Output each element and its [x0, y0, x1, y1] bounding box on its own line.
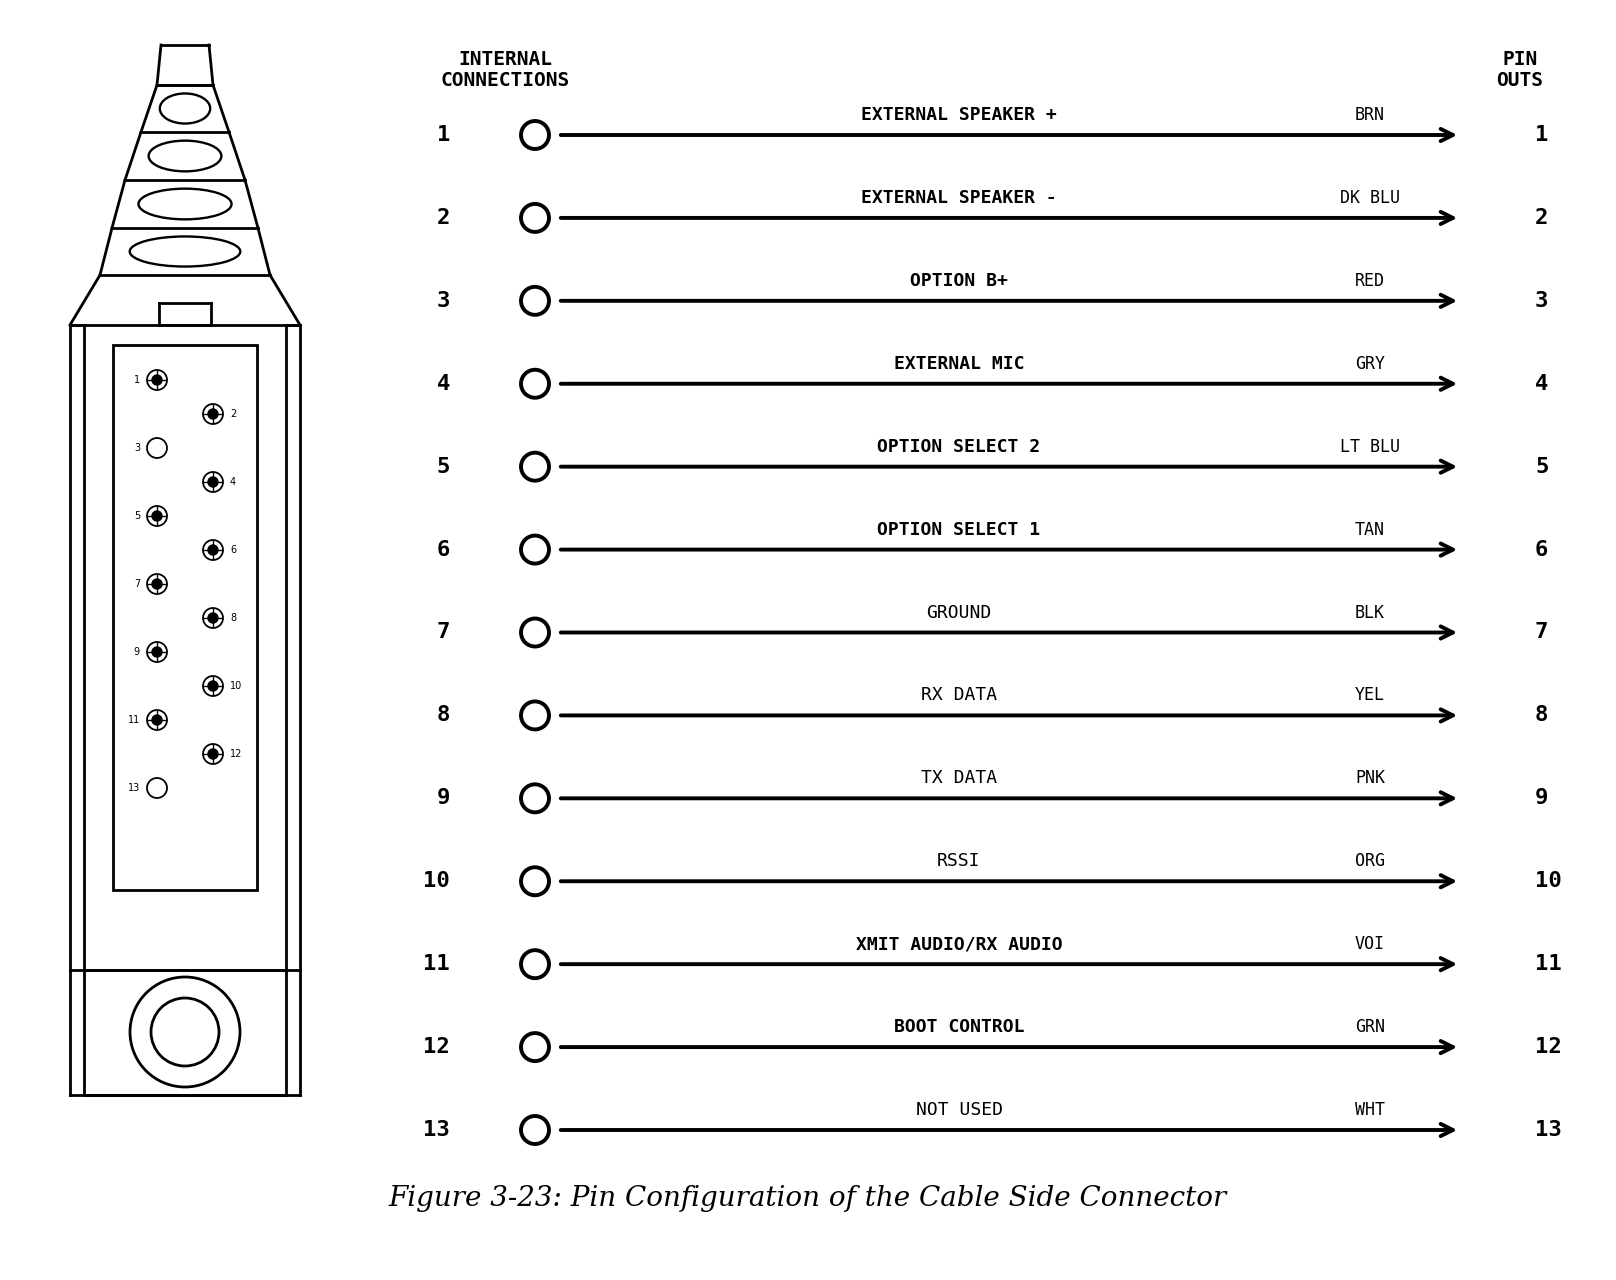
Text: DK BLU: DK BLU — [1340, 189, 1399, 207]
Text: 9: 9 — [1535, 788, 1548, 809]
Text: BLK: BLK — [1354, 603, 1385, 622]
Circle shape — [152, 716, 162, 724]
Text: ORG: ORG — [1354, 852, 1385, 870]
Text: 5: 5 — [134, 511, 141, 521]
Text: XMIT AUDIO/RX AUDIO: XMIT AUDIO/RX AUDIO — [856, 936, 1062, 954]
Text: 13: 13 — [423, 1120, 449, 1140]
Text: PIN
OUTS: PIN OUTS — [1496, 50, 1543, 90]
Text: 10: 10 — [1535, 872, 1561, 891]
Circle shape — [208, 613, 218, 623]
Text: 11: 11 — [423, 954, 449, 974]
Text: OPTION SELECT 1: OPTION SELECT 1 — [877, 521, 1041, 539]
Text: LT BLU: LT BLU — [1340, 438, 1399, 456]
Text: 11: 11 — [128, 716, 141, 724]
Text: EXTERNAL MIC: EXTERNAL MIC — [894, 355, 1025, 372]
Circle shape — [208, 477, 218, 486]
Text: RSSI: RSSI — [937, 852, 981, 870]
Text: EXTERNAL SPEAKER +: EXTERNAL SPEAKER + — [861, 106, 1057, 124]
Text: 1: 1 — [1535, 125, 1548, 145]
Circle shape — [152, 579, 162, 589]
Text: 8: 8 — [436, 705, 449, 726]
Text: 7: 7 — [436, 622, 449, 643]
Text: BOOT CONTROL: BOOT CONTROL — [894, 1018, 1025, 1036]
Circle shape — [152, 375, 162, 385]
Text: VOI: VOI — [1354, 936, 1385, 954]
Text: 13: 13 — [128, 783, 141, 794]
Text: WHT: WHT — [1354, 1101, 1385, 1119]
Text: 12: 12 — [423, 1037, 449, 1057]
Text: NOT USED: NOT USED — [916, 1101, 1002, 1119]
Text: 4: 4 — [1535, 374, 1548, 394]
Text: 9: 9 — [134, 646, 141, 657]
Text: 12: 12 — [1535, 1037, 1561, 1057]
Circle shape — [208, 545, 218, 556]
Text: 2: 2 — [1535, 207, 1548, 228]
Text: 6: 6 — [229, 545, 236, 556]
Circle shape — [208, 410, 218, 419]
Text: PNK: PNK — [1354, 769, 1385, 787]
Text: OPTION SELECT 2: OPTION SELECT 2 — [877, 438, 1041, 456]
Text: 8: 8 — [229, 613, 236, 623]
Text: YEL: YEL — [1354, 686, 1385, 704]
Text: 3: 3 — [134, 443, 141, 453]
Text: 8: 8 — [1535, 705, 1548, 726]
Text: 11: 11 — [1535, 954, 1561, 974]
Text: 1: 1 — [436, 125, 449, 145]
Circle shape — [152, 646, 162, 657]
Text: OPTION B+: OPTION B+ — [910, 271, 1008, 289]
Text: 5: 5 — [1535, 457, 1548, 476]
Text: 10: 10 — [423, 872, 449, 891]
Circle shape — [208, 681, 218, 691]
Text: 4: 4 — [229, 477, 236, 486]
Text: EXTERNAL SPEAKER -: EXTERNAL SPEAKER - — [861, 189, 1057, 207]
Text: 9: 9 — [436, 788, 449, 809]
Text: 7: 7 — [1535, 622, 1548, 643]
Circle shape — [208, 749, 218, 759]
Text: 13: 13 — [1535, 1120, 1561, 1140]
Text: RED: RED — [1354, 271, 1385, 289]
Text: GRN: GRN — [1354, 1018, 1385, 1036]
Text: BRN: BRN — [1354, 106, 1385, 124]
Text: 2: 2 — [229, 410, 236, 419]
Text: TX DATA: TX DATA — [921, 769, 997, 787]
Text: RX DATA: RX DATA — [921, 686, 997, 704]
Text: 4: 4 — [436, 374, 449, 394]
Text: 3: 3 — [1535, 291, 1548, 311]
Circle shape — [152, 511, 162, 521]
Text: 5: 5 — [436, 457, 449, 476]
Text: 3: 3 — [436, 291, 449, 311]
Bar — [113, 346, 257, 890]
Text: 12: 12 — [229, 749, 242, 759]
Text: Figure 3-23: Pin Configuration of the Cable Side Connector: Figure 3-23: Pin Configuration of the Ca… — [389, 1185, 1227, 1212]
Text: TAN: TAN — [1354, 521, 1385, 539]
Text: 6: 6 — [1535, 540, 1548, 559]
Text: 2: 2 — [436, 207, 449, 228]
Text: GRY: GRY — [1354, 355, 1385, 372]
Text: 10: 10 — [229, 681, 242, 691]
Text: GROUND: GROUND — [926, 603, 992, 622]
Text: INTERNAL
CONNECTIONS: INTERNAL CONNECTIONS — [441, 50, 569, 90]
Text: 7: 7 — [134, 579, 141, 589]
Text: 1: 1 — [134, 375, 141, 385]
Text: 6: 6 — [436, 540, 449, 559]
